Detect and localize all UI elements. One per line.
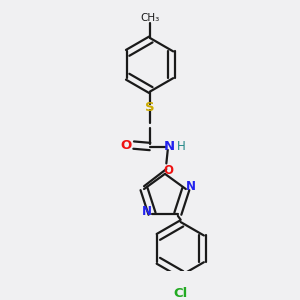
Text: N: N	[186, 180, 196, 193]
Text: O: O	[120, 139, 131, 152]
Text: CH₃: CH₃	[140, 13, 160, 23]
Text: H: H	[177, 140, 185, 153]
Text: N: N	[164, 140, 175, 153]
Text: S: S	[145, 100, 155, 114]
Text: Cl: Cl	[174, 287, 188, 300]
Text: N: N	[142, 205, 152, 218]
Text: O: O	[163, 164, 173, 177]
